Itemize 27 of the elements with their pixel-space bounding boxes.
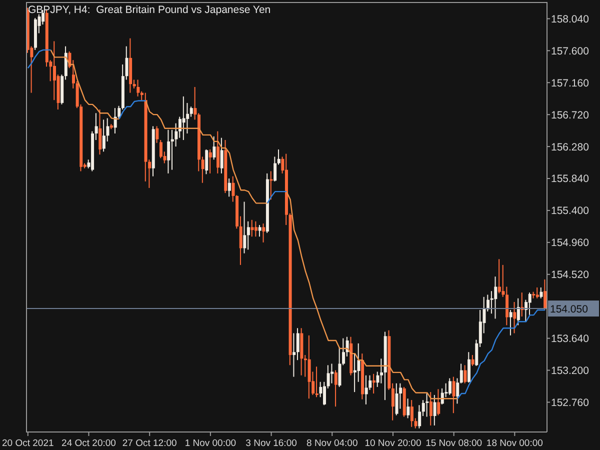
y-tick-label: 153.640	[551, 333, 590, 346]
y-tick-label: 157.600	[551, 45, 590, 58]
x-tick-label: 24 Oct 20:00	[62, 438, 116, 449]
ref-line-label: 154.050	[550, 304, 588, 316]
candlestick	[315, 366, 318, 398]
y-tick-label: 155.840	[551, 173, 590, 186]
y-tick-label: 154.520	[551, 269, 590, 282]
y-tick-label: 152.760	[551, 396, 590, 409]
x-tick-label: 3 Nov 16:00	[246, 438, 297, 449]
chart-title: GBPJPY, H4: Great Britain Pound vs Japanese Yen	[28, 4, 271, 16]
x-tick-label: 27 Oct 12:00	[122, 438, 177, 449]
x-tick-label: 1 Nov 00:00	[184, 438, 236, 449]
y-tick-label: 158.040	[551, 13, 590, 26]
y-tick-label: 155.400	[551, 205, 590, 218]
x-tick-label: 8 Nov 04:00	[306, 438, 358, 449]
y-tick-label: 157.160	[551, 77, 590, 90]
candlestick	[372, 374, 376, 394]
x-tick-label: 20 Oct 2021	[2, 438, 54, 449]
x-tick-label: 15 Nov 08:00	[426, 438, 482, 449]
candlestick	[330, 364, 334, 384]
candlestick	[426, 394, 429, 417]
x-tick-label: 18 Nov 00:00	[486, 438, 543, 449]
y-tick-label: 156.720	[551, 109, 590, 122]
y-tick-label: 156.280	[551, 141, 590, 154]
y-tick-label: 153.200	[551, 364, 590, 377]
x-tick-label: 10 Nov 20:00	[364, 438, 422, 449]
y-tick-label: 154.960	[551, 237, 590, 250]
